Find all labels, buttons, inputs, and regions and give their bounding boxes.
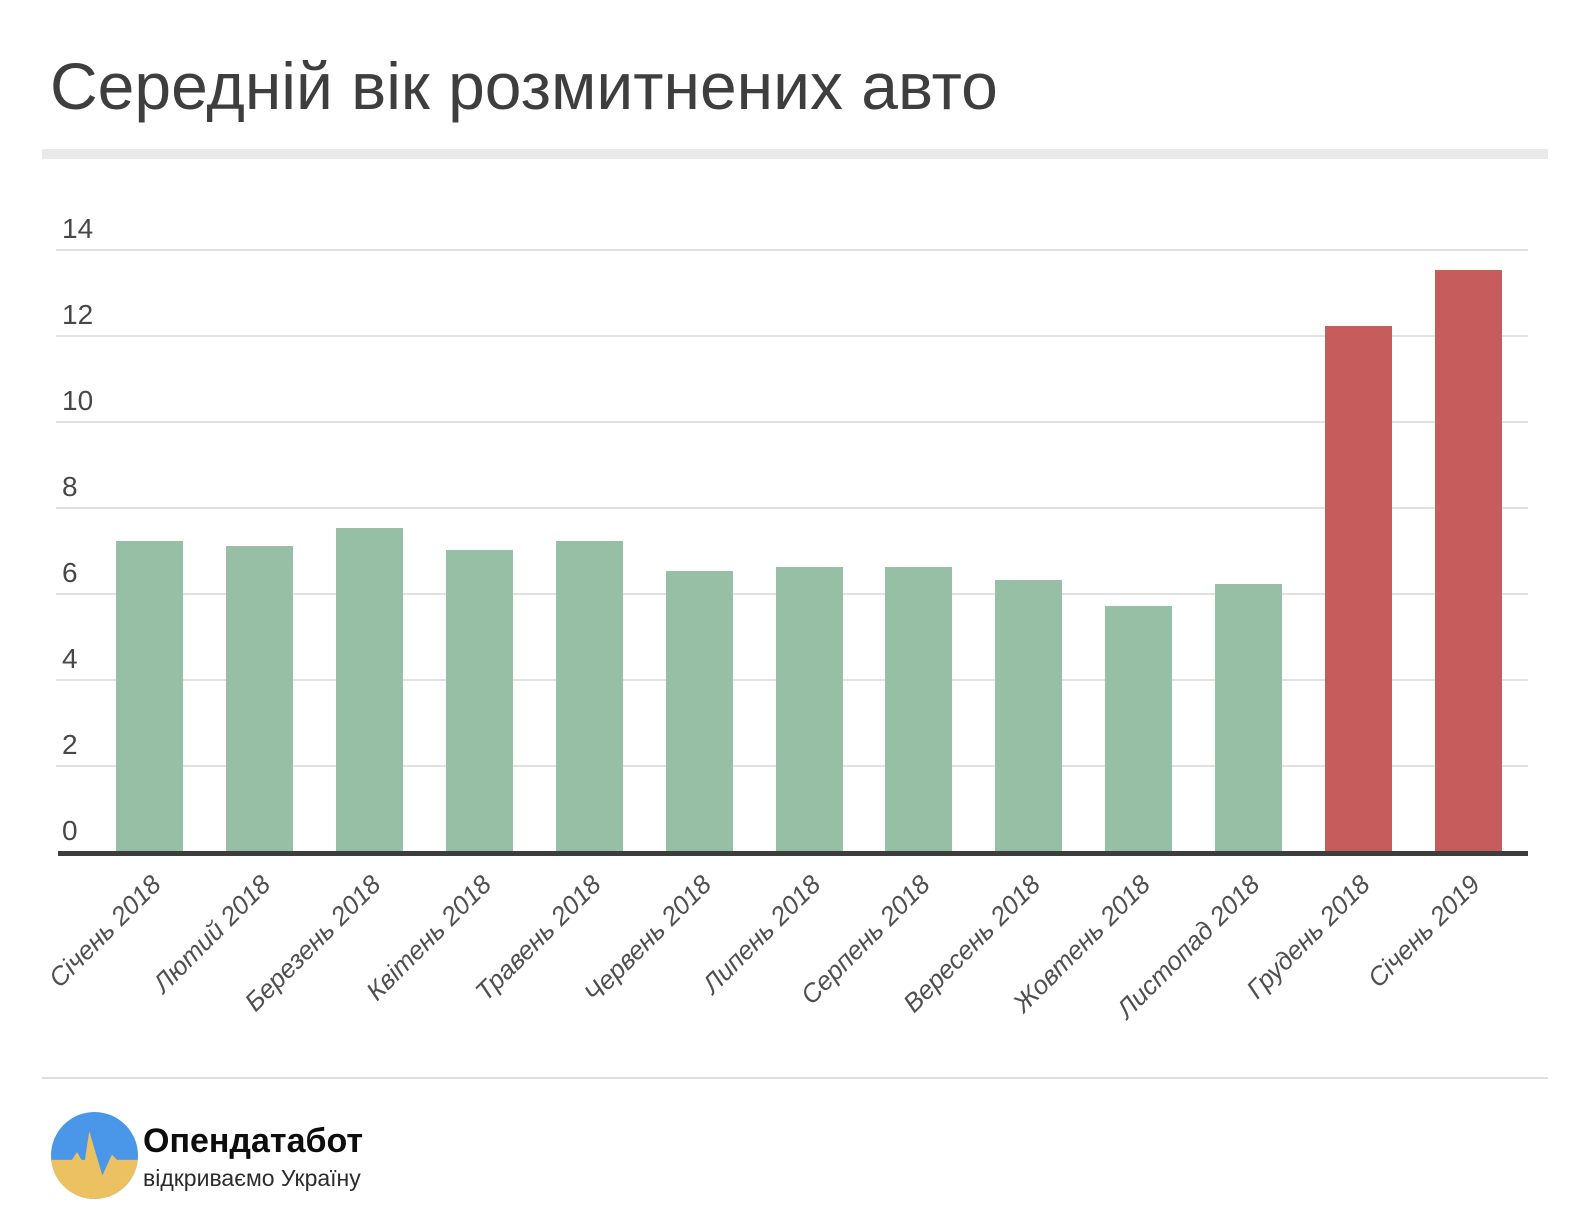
y-axis-label-8: 8: [62, 471, 78, 502]
bar-Жовтень 2018: [1105, 606, 1172, 852]
bar-chart: 0 2 4 6 8 10 12 14 Січень 2018 Лютий 2018 Березен…: [43, 213, 1528, 1024]
bar-Грудень 2018: [1325, 326, 1392, 852]
gridline-10: [56, 421, 1528, 423]
bar-Березень 2018: [336, 528, 403, 852]
y-axis-label-2: 2: [62, 729, 78, 760]
bar-Січень 2018: [116, 541, 183, 852]
y-axis-label-6: 6: [62, 557, 78, 588]
title-divider: [42, 149, 1548, 159]
bar-Липень 2018: [776, 567, 843, 852]
bar-Листопад 2018: [1215, 584, 1282, 852]
y-axis-label-10: 10: [62, 385, 94, 416]
gridline-12: [56, 335, 1528, 337]
footer-divider: [42, 1077, 1548, 1079]
bar-Серпень 2018: [885, 567, 952, 852]
bar-Лютий 2018: [226, 546, 293, 852]
x-axis-baseline: [58, 851, 1528, 856]
brand-tagline: відкриваємо Україну: [143, 1165, 361, 1191]
x-axis-label-Січень 2019: Січень 2019: [1361, 869, 1486, 994]
bar-Червень 2018: [666, 571, 733, 852]
page-title: Середній вік розмитнених авто: [50, 49, 998, 123]
brand-name: Опендатабот: [143, 1122, 364, 1160]
opendatabot-logo-icon: [51, 1112, 138, 1199]
y-axis-label-12: 12: [62, 299, 94, 330]
bar-Січень 2019: [1435, 270, 1502, 852]
y-axis-label-14: 14: [62, 213, 94, 244]
bar-Травень 2018: [556, 541, 623, 852]
gridline-8: [56, 507, 1528, 509]
bar-Квітень 2018: [446, 550, 513, 852]
y-axis-label-4: 4: [62, 643, 78, 674]
y-axis-label-0: 0: [62, 815, 78, 846]
gridline-14: [56, 249, 1528, 251]
bar-Вересень 2018: [995, 580, 1062, 852]
